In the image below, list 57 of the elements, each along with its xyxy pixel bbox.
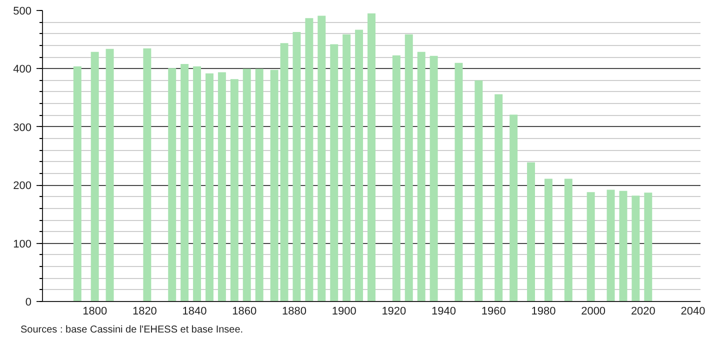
bar [430,56,438,302]
bar [619,190,628,302]
source-note: Sources : base Cassini de l'EHESS et base Insee. [20,324,244,336]
x-tick-label: 2040 [680,306,706,318]
x-tick-label: 1880 [282,306,306,318]
bar [342,34,351,302]
bar [168,68,176,302]
bar [230,79,238,302]
bar [368,13,376,302]
y-tick-label: 200 [13,180,32,192]
x-tick-label: 1980 [531,306,556,318]
bar [564,178,572,302]
x-tick-label: 2000 [581,306,606,318]
bar [292,32,301,302]
bar [454,62,463,302]
bar [242,68,251,302]
bar [404,34,413,302]
bar [355,30,364,302]
bar [73,66,82,302]
x-tick-label: 2020 [630,306,656,318]
y-tick-label: 0 [25,296,32,308]
bar [527,162,536,302]
x-tick-label: 1860 [232,306,257,318]
bar [510,114,518,302]
x-tick-label: 1960 [481,306,506,318]
bar [544,178,552,302]
bar [180,64,189,302]
bar [606,190,615,302]
bar [494,94,503,302]
bar [143,48,152,302]
bar [417,52,426,302]
bar [206,73,214,302]
bar [474,80,483,302]
y-tick-label: 300 [13,122,32,134]
x-tick-label: 1900 [332,306,356,318]
y-tick-label: 100 [13,238,32,250]
bar [218,72,226,302]
bar [632,196,640,302]
bar [255,68,264,302]
bar [193,66,202,302]
bar [280,43,288,302]
bar [90,52,99,302]
bar [318,16,326,302]
bar [644,192,652,302]
x-tick-label: 1820 [132,306,157,318]
x-tick-label: 1920 [382,306,406,318]
bar [106,48,114,302]
bar [586,192,595,302]
y-tick-label: 400 [13,64,32,76]
x-tick-label: 1940 [432,306,456,318]
x-tick-label: 1800 [82,306,108,318]
bar [330,44,338,302]
x-tick-label: 1840 [182,306,207,318]
bar [305,18,314,302]
y-tick-label: 500 [13,6,32,18]
bar [392,55,400,302]
bar [270,70,278,302]
